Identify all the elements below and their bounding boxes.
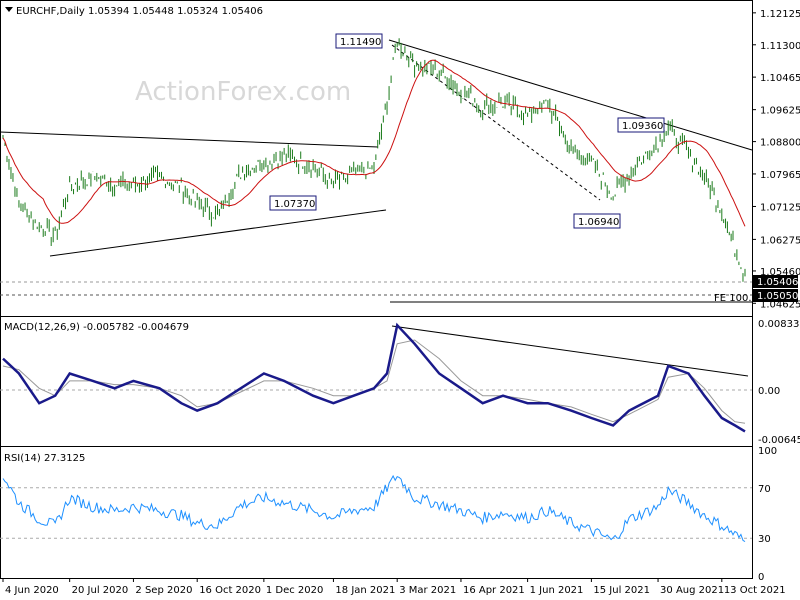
macd-line bbox=[2, 322, 746, 433]
moving-average-line bbox=[2, 59, 746, 227]
macd-tick-bottom: -0.006455 bbox=[758, 435, 800, 446]
rsi-series bbox=[0, 474, 752, 543]
macd-label: MACD(12,26,9) -0.005782 -0.004679 bbox=[4, 322, 189, 333]
price-tick-label: 1.11300 bbox=[760, 41, 800, 52]
rsi-tick-label: 70 bbox=[758, 484, 771, 495]
svg-text:1.05050: 1.05050 bbox=[757, 291, 798, 302]
watermark: ActionForex.com bbox=[135, 77, 351, 107]
price-tick-label: 1.08800 bbox=[760, 138, 800, 149]
rsi-tick-label: 100 bbox=[758, 446, 777, 457]
macd-trendline bbox=[391, 325, 749, 377]
symbol-label: EURCHF,Daily bbox=[16, 6, 85, 17]
x-axis: 4 Jun 2020 20 Jul 2020 2 Sep 2020 16 Oct 20… bbox=[2, 578, 786, 596]
annotation-1-09360: 1.09360 bbox=[617, 117, 665, 133]
x-tick-label: 30 Aug 2021 bbox=[660, 585, 724, 596]
trendline-lower-2020 bbox=[49, 209, 387, 257]
price-tick-label: 1.07965 bbox=[760, 170, 800, 181]
fe-price-tag: 1.05050 bbox=[753, 289, 798, 302]
trendline-upper-2020 bbox=[0, 131, 379, 148]
svg-text:1.09360: 1.09360 bbox=[622, 121, 663, 132]
svg-text:1.05406: 1.05406 bbox=[757, 277, 798, 288]
annotation-1-11490: 1.11490 bbox=[335, 33, 383, 49]
svg-text:1.11490: 1.11490 bbox=[340, 37, 381, 48]
trendline-falling bbox=[388, 39, 753, 151]
price-tick-label: 1.10465 bbox=[760, 73, 800, 84]
rsi-axis: 100 70 30 0 bbox=[758, 446, 777, 583]
x-tick-label: 15 Jul 2021 bbox=[593, 585, 650, 596]
current-price-tag: 1.05406 bbox=[753, 275, 798, 288]
rsi-label: RSI(14) 27.3125 bbox=[4, 453, 85, 464]
dropdown-triangle-icon[interactable] bbox=[5, 7, 13, 12]
ohlc-header: 1.05394 1.05448 1.05324 1.05406 bbox=[88, 6, 263, 17]
annotation-1-06940: 1.06940 bbox=[573, 213, 621, 229]
price-series bbox=[2, 38, 746, 282]
price-tick-label: 1.04625 bbox=[760, 299, 800, 310]
rsi-tick-label: 0 bbox=[758, 572, 764, 583]
rsi-line bbox=[2, 474, 746, 543]
macd-tick-zero: 0.00 bbox=[758, 386, 780, 397]
price-tick-label: 1.06275 bbox=[760, 235, 800, 246]
price-tick-label: 1.12125 bbox=[760, 9, 800, 20]
x-tick-label: 3 Mar 2021 bbox=[399, 585, 456, 596]
x-tick-label: 2 Sep 2020 bbox=[135, 585, 192, 596]
x-tick-label: 1 Jun 2021 bbox=[530, 585, 584, 596]
price-tick-label: 1.05460 bbox=[760, 267, 800, 278]
x-tick-label: 13 Oct 2021 bbox=[724, 585, 786, 596]
price-overlays bbox=[0, 39, 753, 303]
price-tick-label: 1.07125 bbox=[760, 202, 800, 213]
x-tick-label: 1 Dec 2020 bbox=[266, 585, 324, 596]
x-tick-label: 18 Jan 2021 bbox=[335, 585, 395, 596]
rsi-panel-frame bbox=[0, 446, 753, 579]
macd-panel-frame bbox=[0, 316, 753, 447]
svg-text:1.06940: 1.06940 bbox=[578, 217, 619, 228]
price-tick-label: 1.09625 bbox=[760, 106, 800, 117]
svg-text:1.07370: 1.07370 bbox=[274, 199, 315, 210]
annotation-1-07370: 1.07370 bbox=[269, 195, 317, 211]
price-axis: 1.12125 1.11300 1.10465 1.09625 1.08800 1.079… bbox=[752, 9, 800, 310]
x-tick-label: 4 Jun 2020 bbox=[5, 585, 59, 596]
macd-series bbox=[2, 322, 746, 433]
fe-label: FE 100.0 bbox=[714, 293, 758, 304]
x-tick-label: 16 Oct 2020 bbox=[199, 585, 261, 596]
x-tick-label: 20 Jul 2020 bbox=[72, 585, 129, 596]
rsi-tick-label: 30 bbox=[758, 534, 771, 545]
macd-tick-top: 0.008337 bbox=[758, 319, 800, 330]
price-panel-frame bbox=[0, 0, 753, 317]
x-tick-label: 16 Apr 2021 bbox=[463, 585, 525, 596]
